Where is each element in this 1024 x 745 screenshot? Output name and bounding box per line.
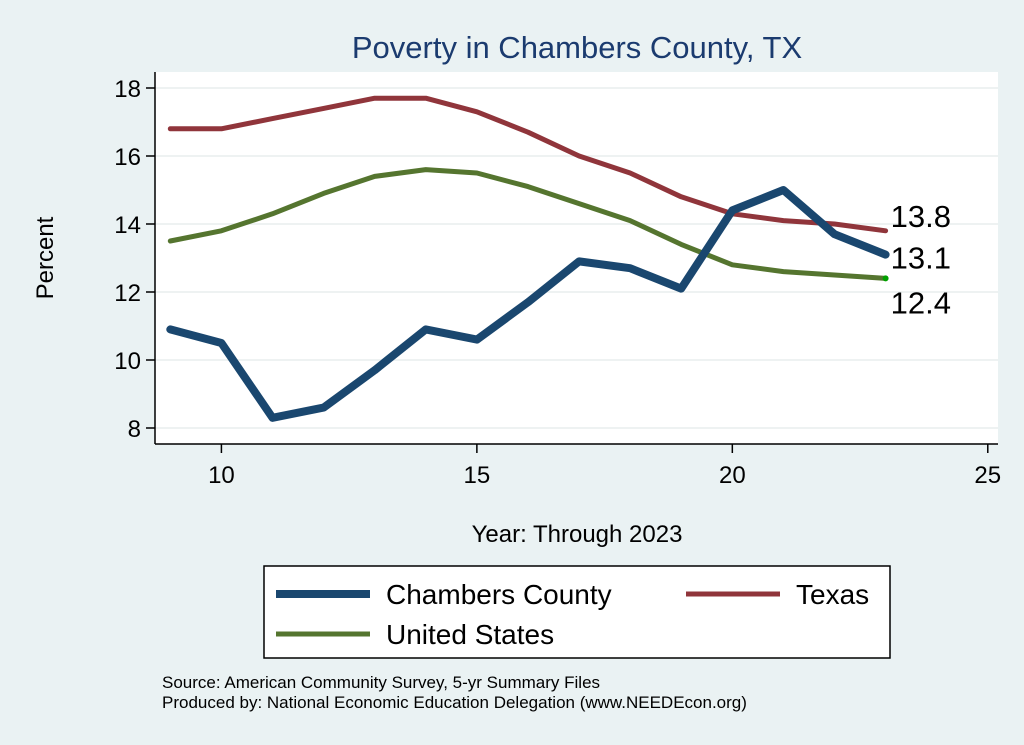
y-tick-label: 10 bbox=[114, 348, 141, 375]
y-tick-label: 14 bbox=[114, 212, 141, 239]
end-labels: 13.8 13.1 12.4 bbox=[891, 199, 951, 321]
series-line-chambers-county bbox=[166, 186, 890, 422]
end-label-united-states: 12.4 bbox=[891, 285, 951, 320]
x-tick-label: 15 bbox=[464, 462, 491, 489]
y-tick-label: 18 bbox=[114, 76, 141, 103]
x-tick-label: 20 bbox=[719, 462, 746, 489]
legend-label-texas: Texas bbox=[796, 579, 869, 610]
y-tick-label: 8 bbox=[128, 416, 141, 443]
x-axis-label: Year: Through 2023 bbox=[472, 521, 683, 548]
chart-title: Poverty in Chambers County, TX bbox=[352, 30, 803, 65]
produced-by-line: Produced by: National Economic Education… bbox=[162, 693, 747, 712]
end-label-chambers-county: 13.1 bbox=[891, 241, 951, 276]
legend-box bbox=[263, 565, 891, 659]
legend: Chambers County Texas United States bbox=[263, 565, 891, 659]
source-line: Source: American Community Survey, 5-yr … bbox=[162, 673, 601, 692]
source-note: Source: American Community Survey, 5-yr … bbox=[162, 673, 747, 713]
y-tick-label: 12 bbox=[114, 280, 141, 307]
series-line-texas bbox=[167, 95, 889, 234]
legend-label-united-states: United States bbox=[386, 619, 554, 650]
axes: 8 10 12 14 16 18 10 15 20 25 bbox=[114, 72, 1001, 489]
y-tick-label: 16 bbox=[114, 144, 141, 171]
plot-area bbox=[155, 72, 998, 444]
x-tick-label: 25 bbox=[974, 462, 1001, 489]
y-axis-label: Percent bbox=[32, 216, 59, 299]
x-tick-label: 10 bbox=[208, 462, 235, 489]
legend-label-chambers-county: Chambers County bbox=[386, 579, 612, 610]
end-label-texas: 13.8 bbox=[891, 199, 951, 234]
series-end-marker-united-states bbox=[882, 275, 889, 282]
series-line-united-states bbox=[167, 167, 889, 281]
series-lines bbox=[166, 95, 890, 422]
